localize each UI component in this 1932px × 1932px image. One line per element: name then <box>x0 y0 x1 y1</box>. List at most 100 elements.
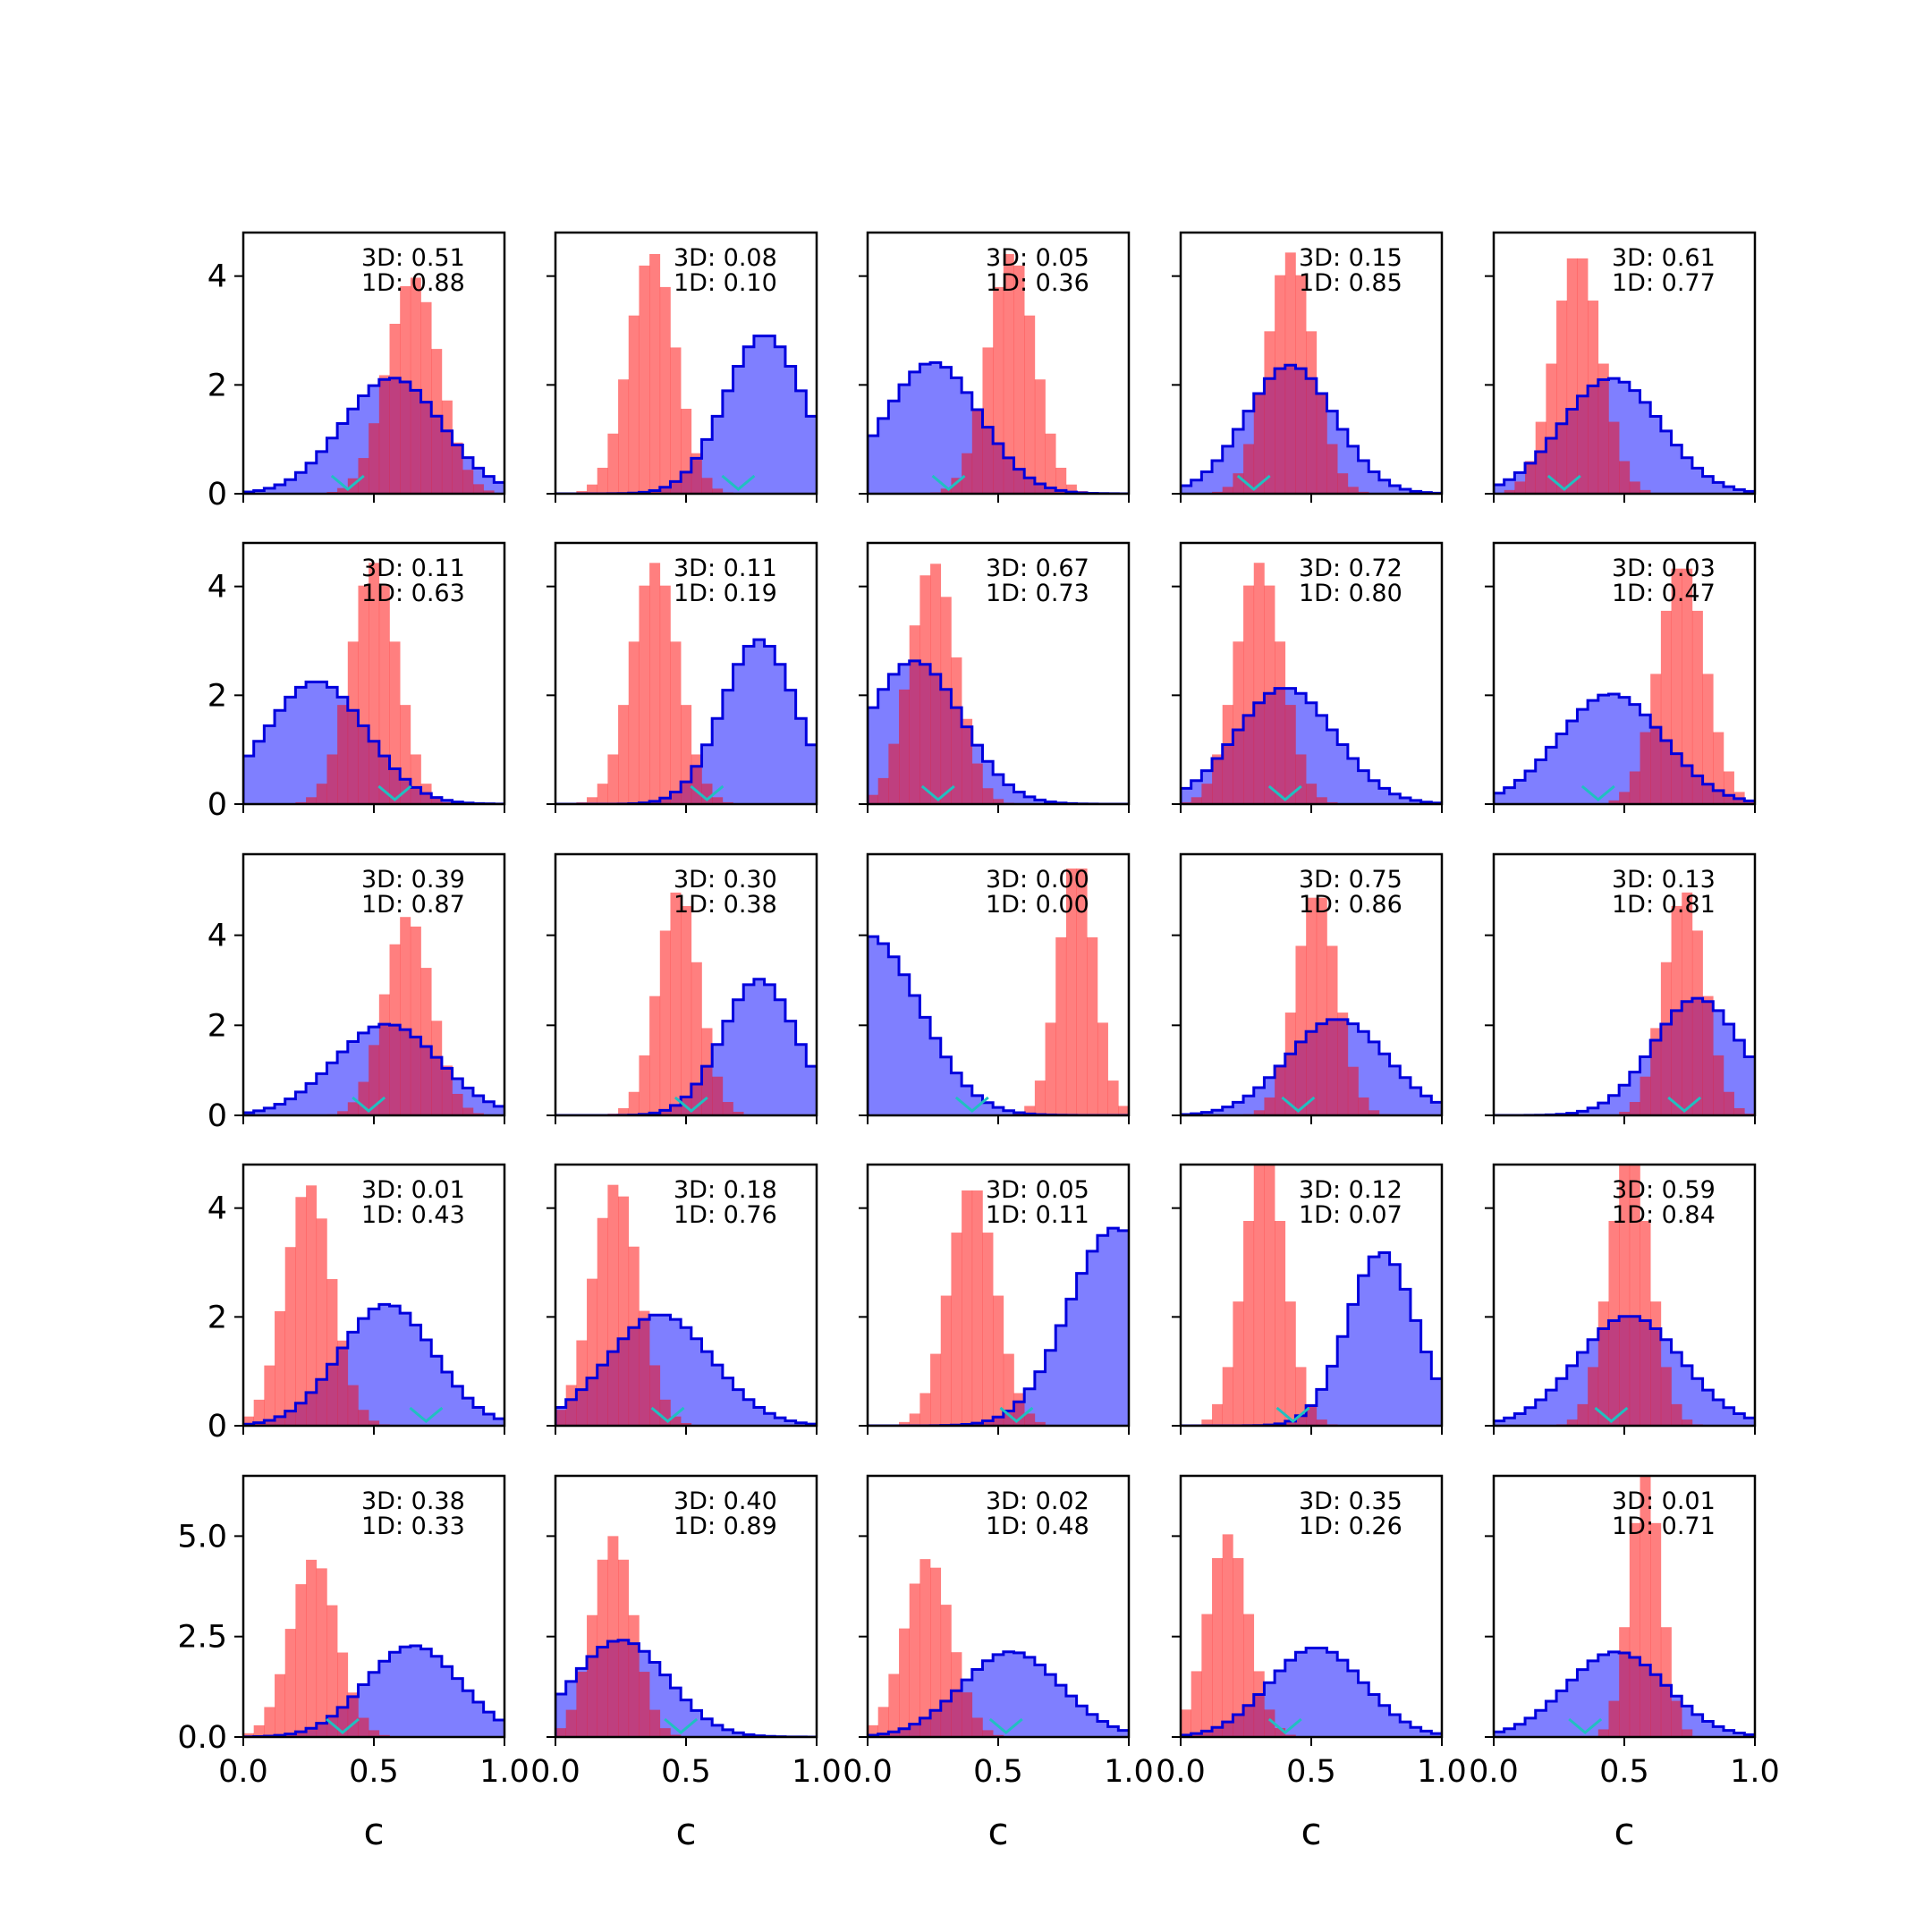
red-histogram-bar <box>253 1724 265 1737</box>
red-histogram-bar <box>681 705 692 804</box>
red-histogram-bar <box>1275 275 1286 494</box>
plot-area <box>1494 568 1755 804</box>
red-histogram-bar <box>1024 1106 1036 1115</box>
true-value-marker <box>1546 474 1581 491</box>
red-histogram-bar <box>670 892 682 1115</box>
red-histogram-bar <box>1097 1022 1108 1115</box>
red-histogram-bar <box>326 1279 338 1426</box>
red-histogram-bar <box>618 1107 630 1115</box>
red-histogram-bar <box>410 277 421 494</box>
red-histogram-bar <box>951 657 962 804</box>
label-1d: 1D: 0.85 <box>1299 269 1402 297</box>
red-histogram-bar <box>1284 1301 1296 1426</box>
red-histogram-bar <box>587 484 598 494</box>
blue-histogram-edge <box>868 1650 1129 1737</box>
red-histogram-bar <box>410 926 421 1115</box>
label-3d: 3D: 0.39 <box>361 866 465 894</box>
red-histogram-bar <box>1566 258 1578 494</box>
red-histogram-bar <box>1629 1102 1640 1115</box>
plot-area <box>868 1190 1129 1426</box>
red-histogram-bar <box>1253 394 1265 494</box>
red-histogram-bar <box>1212 754 1224 804</box>
label-3d: 3D: 0.11 <box>674 555 777 582</box>
red-histogram-bar <box>1316 1419 1327 1426</box>
blue-histogram-edge <box>555 1313 817 1426</box>
red-histogram-bar <box>441 1065 453 1115</box>
x-tick-label: 0.5 <box>973 1754 1023 1790</box>
red-histogram-bar <box>971 1190 983 1426</box>
x-tick-label: 1.0 <box>1730 1754 1780 1790</box>
blue-histogram-edge <box>243 680 504 804</box>
true-value-marker <box>1267 1717 1302 1734</box>
red-histogram-bar <box>877 1707 889 1737</box>
red-histogram-bar <box>1326 945 1338 1115</box>
red-histogram-bar <box>993 1295 1004 1426</box>
red-histogram-bar <box>1065 869 1077 1115</box>
red-histogram-bar <box>649 253 661 494</box>
red-histogram-bar <box>1640 1476 1651 1737</box>
true-value-marker <box>1568 1717 1603 1734</box>
true-value-marker <box>721 474 756 491</box>
red-histogram-bar <box>1264 1097 1275 1115</box>
red-histogram-bar <box>1660 1627 1672 1737</box>
red-histogram-bar <box>1201 1614 1213 1737</box>
red-histogram-bar <box>358 1717 369 1737</box>
red-histogram-bar <box>868 1724 878 1737</box>
red-histogram-bar <box>1347 487 1359 494</box>
red-histogram-bar <box>1671 1700 1682 1737</box>
red-histogram-bar <box>1181 1709 1191 1737</box>
label-3d: 3D: 0.12 <box>1299 1176 1402 1204</box>
x-tick-label: 0.5 <box>349 1754 399 1790</box>
plot-area <box>1181 252 1442 494</box>
red-histogram-bar <box>1525 461 1537 494</box>
red-histogram-bar <box>993 799 1004 804</box>
red-histogram-bar <box>555 1410 566 1426</box>
red-histogram-bar <box>1640 1221 1651 1426</box>
red-histogram-bar <box>452 1093 463 1115</box>
red-histogram-bar <box>1264 585 1275 804</box>
red-histogram-bar <box>1660 962 1672 1115</box>
red-histogram-bar <box>400 917 411 1115</box>
label-1d: 1D: 0.84 <box>1612 1201 1716 1229</box>
red-histogram-bar <box>982 1233 994 1426</box>
red-histogram-bar <box>295 1584 307 1737</box>
red-histogram-bar <box>1065 484 1077 494</box>
red-histogram-bar <box>1295 275 1307 494</box>
red-histogram-bar <box>1275 641 1286 804</box>
red-histogram-bar <box>1608 800 1620 804</box>
true-value-marker <box>409 1406 444 1423</box>
red-histogram-bar <box>733 1111 744 1115</box>
red-histogram-bar <box>337 1340 349 1426</box>
red-histogram-bar <box>1201 784 1213 804</box>
red-histogram-bar <box>1107 1080 1119 1115</box>
red-histogram-bar <box>681 1422 692 1426</box>
red-histogram-bar <box>951 1233 962 1426</box>
red-histogram-bar <box>649 996 661 1115</box>
red-histogram-bar <box>1055 936 1067 1115</box>
plot-area <box>555 253 817 494</box>
red-histogram-bar <box>306 797 318 804</box>
label-1d: 1D: 0.26 <box>1299 1513 1402 1540</box>
red-histogram-bar <box>420 968 432 1115</box>
red-histogram-bar <box>1024 1413 1036 1426</box>
label-1d: 1D: 0.86 <box>1299 891 1402 919</box>
red-histogram-bar <box>1682 1729 1693 1737</box>
red-histogram-bar <box>1201 1419 1213 1426</box>
true-value-marker <box>1236 474 1271 491</box>
red-histogram-bar <box>712 1076 724 1115</box>
label-1d: 1D: 0.81 <box>1612 891 1716 919</box>
red-histogram-bar <box>597 1217 608 1426</box>
plot-area <box>243 917 504 1115</box>
red-histogram-bar <box>649 563 661 804</box>
red-histogram-bar <box>993 286 1004 494</box>
red-histogram-bar <box>358 585 369 804</box>
red-histogram-bar <box>565 1385 577 1426</box>
red-histogram-bar <box>1629 1165 1640 1426</box>
red-histogram-bar <box>1264 331 1275 494</box>
red-histogram-bar <box>1253 1671 1265 1737</box>
label-3d: 3D: 0.72 <box>1299 555 1402 582</box>
blue-histogram-edge <box>1181 1646 1442 1737</box>
